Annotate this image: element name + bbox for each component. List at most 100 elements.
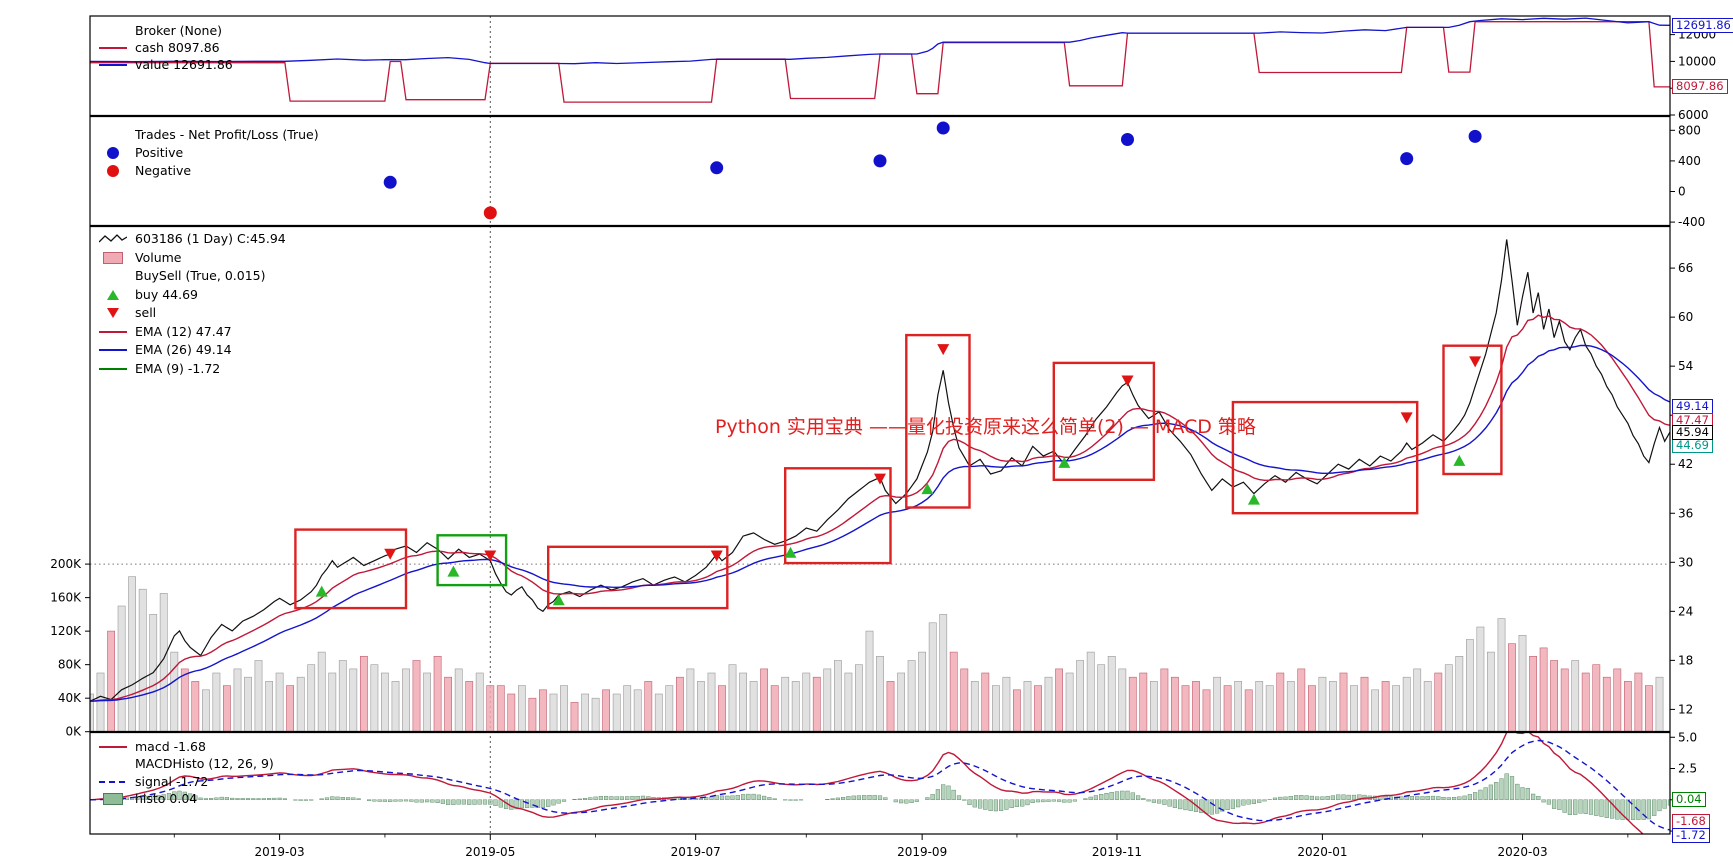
ema26-legend-row: EMA (26) 49.14 <box>96 341 286 360</box>
x-axis-date-label: 2019-05 <box>465 845 515 859</box>
strategy-annotation-text: Python 实用宝典 ——量化投资原来这么简单(2) — MACD 策略 <box>715 416 1256 438</box>
y-axis-tick-label: 5.0 <box>1678 730 1697 744</box>
buy-marker <box>552 594 565 606</box>
buy-sell-markers <box>315 344 1482 606</box>
buy-legend-label: buy 44.69 <box>135 286 199 302</box>
trade-dots <box>383 121 1482 220</box>
macd-legend-title-row: MACDHisto (12, 26, 9) <box>96 756 274 774</box>
x-axis-date-label: 2019-11 <box>1092 845 1142 859</box>
volume-tick-label: 200K <box>50 557 82 571</box>
positive-trade-dot <box>1121 133 1134 146</box>
cash-legend-row: cash 8097.86 <box>96 39 233 56</box>
y-axis-tick-label: 400 <box>1678 154 1701 168</box>
histo-legend-label: histo 0.04 <box>135 791 198 807</box>
broker-series <box>90 17 1670 103</box>
macd-histogram <box>98 773 1670 820</box>
axes: 1200010000800060008004000-40066605448423… <box>50 15 1716 859</box>
volume-patch-icon <box>103 251 123 264</box>
y-axis-tick-label: 800 <box>1678 123 1701 137</box>
volume-legend-label: Volume <box>135 249 182 265</box>
buy-triangle-icon <box>107 289 119 300</box>
volume-tick-label: 160K <box>50 591 82 605</box>
macd-line <box>90 732 1644 834</box>
buy-marker <box>447 565 460 577</box>
ema26-line <box>90 344 1670 702</box>
cash-line-icon <box>99 46 127 49</box>
ema9-line-icon <box>99 367 127 370</box>
volume-tick-label: 120K <box>50 624 82 638</box>
buy-marker <box>1247 493 1260 505</box>
ema12-legend-row: EMA (12) 47.47 <box>96 323 286 342</box>
macd-legend: macd -1.68 MACDHisto (12, 26, 9) signal … <box>96 738 274 808</box>
histo-legend-row: histo 0.04 <box>96 791 274 809</box>
macd-line-legend-row: macd -1.68 <box>96 738 274 756</box>
price-line-legend-row: 603186 (1 Day) C:45.94 <box>96 230 286 249</box>
signal-boxes <box>294 333 1503 610</box>
price-panel-legend: 603186 (1 Day) C:45.94 Volume BuySell (T… <box>96 230 286 378</box>
value-line-icon <box>99 63 127 66</box>
red-highlight-box <box>905 333 971 509</box>
positive-dot-icon <box>107 147 119 159</box>
sell-marker <box>1400 412 1413 424</box>
y-axis-tick-label: 30 <box>1678 555 1693 569</box>
positive-legend-label: Positive <box>135 145 184 161</box>
y-axis-tick-label: 0 <box>1678 185 1686 199</box>
negative-legend-label: Negative <box>135 163 192 179</box>
cash-legend-label: cash 8097.86 <box>135 39 220 55</box>
sell-legend-label: sell <box>135 305 157 321</box>
close-line <box>90 239 1670 702</box>
ema12-legend-label: EMA (12) 47.47 <box>135 323 232 339</box>
green-highlight-box <box>436 534 508 587</box>
sell-marker <box>937 344 950 356</box>
histo-last-value-tag: 0.04 <box>1672 792 1706 807</box>
y-axis-tick-label: 12 <box>1678 702 1693 716</box>
positive-legend-row: Positive <box>96 144 319 162</box>
positive-trade-dot <box>1400 152 1414 166</box>
cash-last-value-tag: 8097.86 <box>1672 79 1728 94</box>
volume-tick-label: 0K <box>65 725 82 739</box>
buysell-legend-title: BuySell (True, 0.015) <box>135 268 266 284</box>
volume-tick-label: 80K <box>58 658 82 672</box>
positive-trade-dot <box>936 121 950 135</box>
macd-lines <box>90 732 1670 834</box>
y-axis-tick-label: 18 <box>1678 653 1693 667</box>
red-highlight-box <box>1052 361 1156 481</box>
positive-trade-dot <box>1468 129 1482 143</box>
x-axis-date-label: 2019-09 <box>897 845 947 859</box>
sell-marker <box>484 550 497 562</box>
red-highlight-box <box>1442 344 1503 476</box>
y-axis-tick-label: 60 <box>1678 310 1693 324</box>
negative-legend-row: Negative <box>96 162 319 180</box>
negative-dot-icon <box>107 165 119 177</box>
macd-line-icon <box>99 745 127 748</box>
volume-tick-label: 40K <box>58 691 82 705</box>
signal-legend-row: signal -1.72 <box>96 773 274 791</box>
sell-marker <box>710 550 723 562</box>
ema9-legend-label: EMA (9) -1.72 <box>135 360 221 376</box>
ema26-line-icon <box>99 349 127 352</box>
macd-legend-title: MACDHisto (12, 26, 9) <box>135 756 274 772</box>
trades-legend-title: Trades - Net Profit/Loss (True) <box>135 127 319 143</box>
ema12-line <box>90 314 1670 702</box>
y-axis-tick-label: 54 <box>1678 359 1693 373</box>
cash-line <box>90 21 1670 103</box>
red-highlight-box <box>1231 400 1419 515</box>
ema26-last-value-tag: 49.14 <box>1672 399 1713 414</box>
positive-trade-dot <box>710 161 724 175</box>
y-axis-tick-label: 24 <box>1678 604 1693 618</box>
histo-patch-icon <box>103 793 123 806</box>
buy-price-tag: 44.69 <box>1672 438 1713 453</box>
broker-legend-title-row: Broker (None) <box>96 22 233 39</box>
close-last-value-tag: 45.94 <box>1672 425 1713 440</box>
y-axis-tick-label: 42 <box>1678 457 1693 471</box>
ema26-legend-label: EMA (26) 49.14 <box>135 342 232 358</box>
sell-marker <box>874 473 886 485</box>
sell-marker <box>1469 356 1482 368</box>
buy-marker <box>921 483 934 495</box>
signal-last-value-tag: -1.72 <box>1672 828 1710 843</box>
value-legend-row: value 12691.86 <box>96 56 233 73</box>
y-axis-tick-label: 66 <box>1678 261 1693 275</box>
plot-frame <box>89 15 1671 835</box>
